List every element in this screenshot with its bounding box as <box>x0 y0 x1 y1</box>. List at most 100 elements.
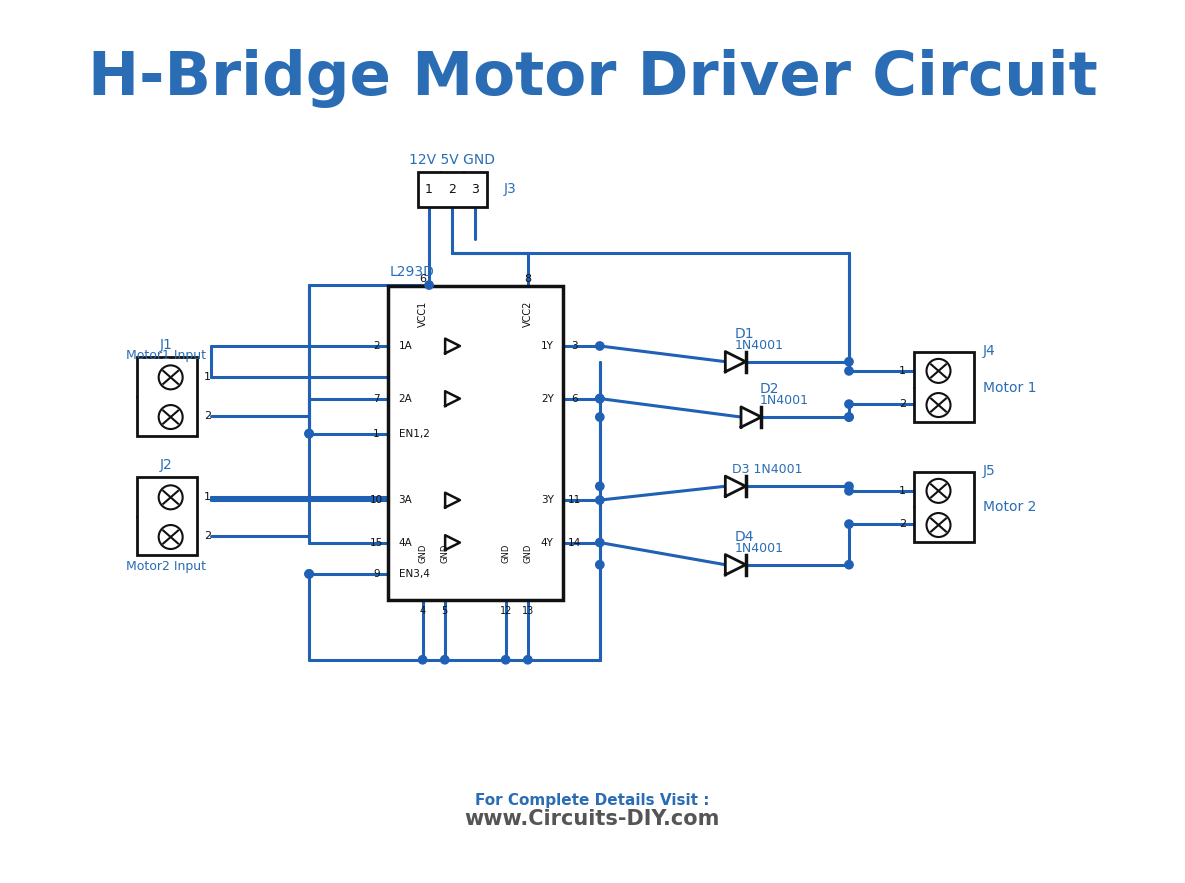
Text: 2A: 2A <box>398 394 412 404</box>
Text: J4: J4 <box>982 343 995 358</box>
Bar <box>418 171 487 207</box>
Text: EN1,2: EN1,2 <box>398 428 429 439</box>
Text: 2: 2 <box>204 531 211 541</box>
Polygon shape <box>446 338 460 353</box>
Text: J1: J1 <box>160 338 173 352</box>
Circle shape <box>305 570 313 578</box>
Circle shape <box>845 413 853 421</box>
Text: J3: J3 <box>504 182 517 196</box>
Text: 12V 5V GND: 12V 5V GND <box>409 153 495 167</box>
Text: 2: 2 <box>899 399 907 409</box>
Text: Motor2 Input: Motor2 Input <box>126 560 206 573</box>
Text: 1A: 1A <box>398 341 412 351</box>
Text: VCC1: VCC1 <box>417 300 428 327</box>
Text: 4Y: 4Y <box>540 538 553 547</box>
Text: 4: 4 <box>419 606 425 615</box>
Text: 3A: 3A <box>398 495 412 505</box>
Text: 14: 14 <box>569 538 582 547</box>
Polygon shape <box>725 476 745 496</box>
Circle shape <box>927 358 950 383</box>
Text: D4: D4 <box>735 530 754 544</box>
Circle shape <box>845 366 853 375</box>
Circle shape <box>845 520 853 528</box>
Text: 1: 1 <box>425 183 433 196</box>
Circle shape <box>524 655 532 664</box>
Circle shape <box>845 487 853 495</box>
Text: D3 1N4001: D3 1N4001 <box>732 464 802 476</box>
Circle shape <box>305 570 313 578</box>
Circle shape <box>418 655 427 664</box>
Text: 3: 3 <box>472 183 479 196</box>
Text: 2: 2 <box>204 411 211 421</box>
Circle shape <box>159 366 182 389</box>
Polygon shape <box>446 391 460 406</box>
Text: 6: 6 <box>419 274 427 283</box>
Bar <box>136 357 197 435</box>
Text: 1Y: 1Y <box>540 341 553 351</box>
Polygon shape <box>446 535 460 550</box>
Bar <box>387 286 563 600</box>
Circle shape <box>305 429 313 438</box>
Text: 9: 9 <box>373 569 379 579</box>
Text: 1: 1 <box>204 493 211 502</box>
Text: 11: 11 <box>569 495 582 505</box>
Polygon shape <box>446 493 460 508</box>
Text: GND: GND <box>501 544 511 563</box>
Circle shape <box>845 561 853 569</box>
Text: 3Y: 3Y <box>540 495 553 505</box>
Text: 1: 1 <box>899 366 907 376</box>
Polygon shape <box>725 351 745 372</box>
Circle shape <box>159 525 182 549</box>
Bar <box>914 352 974 422</box>
Text: J5: J5 <box>982 464 995 478</box>
Text: 6: 6 <box>571 394 578 404</box>
Polygon shape <box>741 407 761 427</box>
Circle shape <box>425 281 434 290</box>
Text: 1N4001: 1N4001 <box>735 541 783 555</box>
Text: 3: 3 <box>571 341 578 351</box>
Circle shape <box>441 655 449 664</box>
Text: D1: D1 <box>735 327 754 341</box>
Text: H-Bridge Motor Driver Circuit: H-Bridge Motor Driver Circuit <box>88 49 1097 108</box>
Text: 12: 12 <box>500 606 512 615</box>
Text: 8: 8 <box>524 274 531 283</box>
Text: EN3,4: EN3,4 <box>398 569 429 579</box>
Circle shape <box>159 486 182 509</box>
Text: GND: GND <box>441 544 449 563</box>
Text: 10: 10 <box>370 495 383 505</box>
Text: GND: GND <box>418 544 427 563</box>
Circle shape <box>845 400 853 408</box>
Circle shape <box>596 395 604 403</box>
Circle shape <box>596 413 604 421</box>
Text: 4A: 4A <box>398 538 412 547</box>
Text: 1N4001: 1N4001 <box>735 338 783 351</box>
Circle shape <box>927 513 950 537</box>
Text: 15: 15 <box>370 538 383 547</box>
Bar <box>136 477 197 555</box>
Circle shape <box>159 405 182 429</box>
Circle shape <box>845 482 853 490</box>
Circle shape <box>596 395 604 403</box>
Circle shape <box>596 342 604 351</box>
Text: 1N4001: 1N4001 <box>760 394 808 407</box>
Text: VCC2: VCC2 <box>523 300 533 327</box>
Text: L293D: L293D <box>390 265 434 279</box>
Text: Motor 2: Motor 2 <box>982 501 1036 515</box>
Text: www.Circuits-DIY.com: www.Circuits-DIY.com <box>465 810 720 829</box>
Text: D2: D2 <box>760 382 779 396</box>
Bar <box>914 472 974 541</box>
Circle shape <box>845 358 853 366</box>
Circle shape <box>845 413 853 421</box>
Text: For Complete Details Visit :: For Complete Details Visit : <box>475 794 710 809</box>
Text: 7: 7 <box>373 394 379 404</box>
Text: 5: 5 <box>442 606 448 615</box>
Circle shape <box>501 655 510 664</box>
Text: 2: 2 <box>448 183 456 196</box>
Polygon shape <box>725 555 745 575</box>
Text: Motor1 Input: Motor1 Input <box>126 349 206 362</box>
Text: 2: 2 <box>899 519 907 529</box>
Text: 2: 2 <box>373 341 379 351</box>
Circle shape <box>596 561 604 569</box>
Circle shape <box>596 496 604 504</box>
Circle shape <box>305 429 313 438</box>
